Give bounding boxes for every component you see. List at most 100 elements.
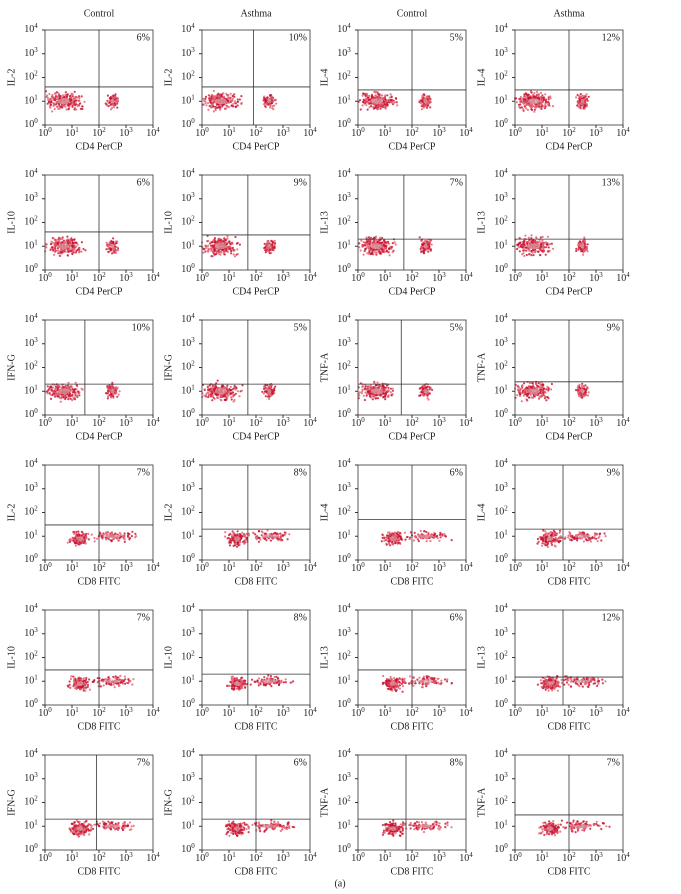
tick-exp: 4 bbox=[34, 312, 38, 320]
density-core bbox=[267, 243, 272, 249]
event-dot bbox=[429, 106, 432, 109]
event-dot bbox=[525, 389, 528, 392]
event-dot bbox=[79, 541, 82, 545]
tick-exp: 2 bbox=[102, 561, 106, 569]
event-dot bbox=[379, 252, 382, 255]
event-dot bbox=[209, 95, 212, 98]
density-core bbox=[370, 243, 383, 250]
event-dot bbox=[66, 235, 69, 238]
event-dot bbox=[361, 244, 364, 248]
y-tick-label: 100 bbox=[24, 552, 38, 566]
tick-exp: 0 bbox=[205, 271, 209, 279]
density-core bbox=[214, 243, 227, 250]
event-dot bbox=[54, 388, 57, 391]
x-tick-label: 101 bbox=[65, 561, 79, 575]
event-dot bbox=[268, 398, 271, 401]
event-dot bbox=[70, 97, 73, 100]
event-dot bbox=[519, 100, 522, 104]
event-dot bbox=[585, 388, 588, 391]
x-tick-label: 101 bbox=[222, 126, 236, 140]
event-dot bbox=[225, 107, 228, 110]
event-dot bbox=[213, 248, 216, 251]
tick-base: 10 bbox=[24, 362, 34, 373]
x-tick-label: 100 bbox=[38, 271, 52, 285]
event-dot bbox=[391, 392, 394, 396]
event-dot bbox=[49, 97, 52, 100]
event-dot bbox=[117, 249, 120, 252]
density-core bbox=[76, 536, 84, 541]
column-header: Asthma bbox=[553, 8, 585, 19]
event-dot bbox=[116, 395, 119, 398]
event-dot bbox=[59, 254, 62, 257]
event-dot bbox=[420, 108, 424, 111]
event-dot bbox=[108, 97, 111, 100]
event-dot bbox=[110, 386, 113, 389]
tick-exp: 0 bbox=[361, 126, 365, 134]
tick-exp: 3 bbox=[347, 335, 351, 343]
event-dot bbox=[516, 388, 520, 391]
tick-base: 10 bbox=[24, 48, 34, 59]
x-tick-label: 100 bbox=[351, 126, 365, 140]
event-dot bbox=[232, 253, 235, 256]
tick-base: 10 bbox=[303, 418, 313, 429]
event-dot bbox=[90, 533, 93, 536]
x-tick-label: 104 bbox=[616, 126, 630, 140]
event-dot bbox=[214, 253, 217, 256]
density-core bbox=[214, 388, 227, 395]
event-dot bbox=[73, 238, 76, 241]
tick-exp: 2 bbox=[572, 126, 576, 134]
tick-exp: 2 bbox=[415, 271, 419, 279]
density-core bbox=[580, 388, 585, 394]
event-dot bbox=[530, 234, 533, 237]
event-dot bbox=[550, 382, 554, 386]
event-dot bbox=[60, 237, 64, 241]
event-dot bbox=[77, 390, 80, 393]
tick-base: 10 bbox=[146, 273, 156, 284]
event-dot bbox=[273, 242, 277, 245]
event-dot bbox=[219, 108, 222, 111]
y-tick-label: 101 bbox=[181, 528, 195, 542]
y-tick-label: 104 bbox=[494, 312, 508, 326]
x-tick-label: 104 bbox=[303, 126, 317, 140]
y-tick-label: 102 bbox=[181, 214, 195, 228]
event-dot bbox=[531, 382, 534, 385]
event-dot bbox=[364, 247, 367, 250]
event-dot bbox=[525, 102, 529, 105]
event-dot bbox=[282, 534, 285, 537]
event-dot bbox=[228, 541, 231, 544]
tick-exp: 2 bbox=[191, 504, 195, 512]
event-dot bbox=[367, 236, 370, 239]
event-dot bbox=[543, 397, 547, 400]
event-dot bbox=[216, 379, 219, 382]
event-dot bbox=[209, 390, 212, 393]
event-dot bbox=[236, 248, 239, 251]
tick-exp: 4 bbox=[347, 312, 351, 320]
event-dot bbox=[229, 92, 232, 95]
event-dot bbox=[366, 95, 369, 98]
event-dot bbox=[262, 392, 265, 395]
event-dot bbox=[375, 235, 378, 238]
event-dot bbox=[529, 95, 532, 98]
event-dot bbox=[225, 92, 228, 95]
event-dot bbox=[219, 250, 222, 253]
tick-base: 10 bbox=[181, 483, 191, 494]
y-axis-label: IL-2 bbox=[163, 69, 174, 87]
event-dot bbox=[550, 242, 554, 245]
tick-base: 10 bbox=[146, 563, 156, 574]
event-dot bbox=[206, 102, 210, 105]
event-dot bbox=[387, 390, 390, 393]
event-dot bbox=[269, 104, 272, 107]
tick-base: 10 bbox=[405, 418, 415, 429]
tick-exp: 0 bbox=[34, 552, 38, 560]
plot-frame bbox=[201, 29, 311, 126]
event-dot bbox=[123, 534, 126, 538]
y-axis-label: IL-13 bbox=[319, 211, 330, 234]
event-dot bbox=[547, 98, 550, 101]
event-dot bbox=[228, 240, 231, 243]
event-dot bbox=[390, 95, 393, 99]
density-core bbox=[580, 98, 585, 104]
tick-exp: 1 bbox=[347, 383, 351, 391]
tick-exp: 2 bbox=[102, 416, 106, 424]
event-dot bbox=[204, 247, 207, 250]
